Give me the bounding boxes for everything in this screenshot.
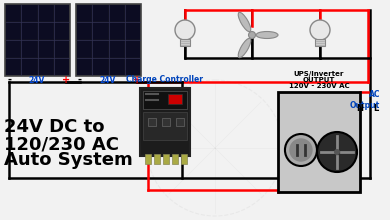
Bar <box>5 4 70 76</box>
Circle shape <box>175 20 195 40</box>
Bar <box>77 23 91 39</box>
Bar <box>39 41 53 57</box>
Bar <box>148 118 156 126</box>
Circle shape <box>285 134 317 166</box>
Bar <box>55 59 69 75</box>
Bar <box>110 59 124 75</box>
Bar <box>93 59 108 75</box>
Text: +: + <box>133 75 141 85</box>
Circle shape <box>248 31 255 38</box>
Text: 24V: 24V <box>29 75 45 84</box>
Text: OUTPUT: OUTPUT <box>303 77 335 83</box>
Bar <box>143 112 187 140</box>
Bar <box>162 118 170 126</box>
Bar <box>22 23 37 39</box>
Bar <box>22 5 37 21</box>
Text: +: + <box>62 75 70 85</box>
Text: 24V: 24V <box>100 75 116 84</box>
Bar <box>6 59 20 75</box>
Text: 120V - 230V AC: 120V - 230V AC <box>289 83 349 89</box>
Bar <box>163 154 169 164</box>
Bar <box>55 5 69 21</box>
Bar <box>180 39 190 46</box>
Bar <box>315 39 325 46</box>
Bar <box>77 41 91 57</box>
Bar <box>93 41 108 57</box>
Text: N: N <box>356 103 363 112</box>
Text: -: - <box>7 75 11 85</box>
Bar <box>110 41 124 57</box>
Bar <box>39 5 53 21</box>
Text: Auto System: Auto System <box>4 151 133 169</box>
Bar <box>55 23 69 39</box>
Bar <box>110 5 124 21</box>
Bar <box>126 59 140 75</box>
Bar <box>126 23 140 39</box>
Circle shape <box>290 139 312 161</box>
Bar <box>172 154 178 164</box>
Bar <box>181 154 187 164</box>
Bar <box>176 118 184 126</box>
Bar <box>6 41 20 57</box>
Bar <box>110 23 124 39</box>
Circle shape <box>317 132 357 172</box>
Bar <box>76 4 141 76</box>
Text: Charge Controller: Charge Controller <box>126 75 204 84</box>
Text: UPS/Inverter: UPS/Inverter <box>294 71 344 77</box>
Bar <box>140 88 190 156</box>
Ellipse shape <box>238 38 251 58</box>
Bar <box>77 59 91 75</box>
Bar <box>6 5 20 21</box>
Circle shape <box>310 20 330 40</box>
Bar <box>39 23 53 39</box>
Text: -: - <box>78 75 82 85</box>
Bar <box>77 5 91 21</box>
Bar <box>39 59 53 75</box>
Bar <box>55 41 69 57</box>
Bar <box>154 154 160 164</box>
Text: 24V DC to: 24V DC to <box>4 118 105 136</box>
Circle shape <box>334 149 340 155</box>
Bar <box>93 5 108 21</box>
Bar <box>6 23 20 39</box>
Bar <box>278 92 360 192</box>
Ellipse shape <box>256 31 278 38</box>
Text: 120/230 AC: 120/230 AC <box>4 135 119 153</box>
Bar <box>126 41 140 57</box>
Bar <box>145 154 151 164</box>
Text: L: L <box>373 103 379 112</box>
Ellipse shape <box>238 12 251 32</box>
Bar <box>93 23 108 39</box>
Bar <box>168 94 182 104</box>
Bar <box>22 41 37 57</box>
Text: AC
Output: AC Output <box>350 90 380 110</box>
Bar <box>143 91 187 109</box>
Bar <box>22 59 37 75</box>
Bar <box>126 5 140 21</box>
